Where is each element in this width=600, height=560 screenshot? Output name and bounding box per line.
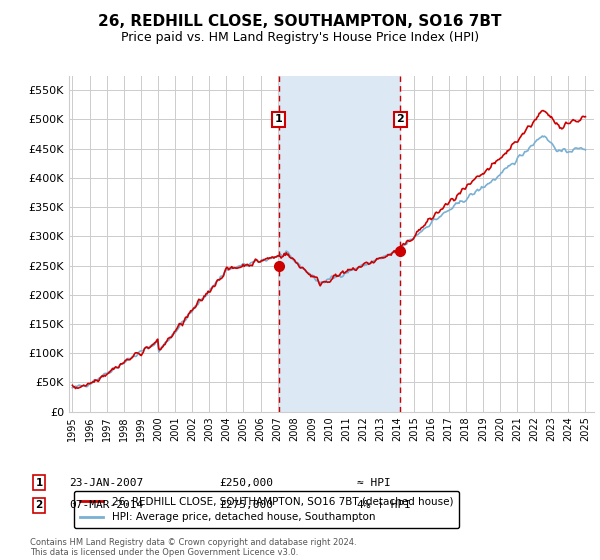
Text: 26, REDHILL CLOSE, SOUTHAMPTON, SO16 7BT: 26, REDHILL CLOSE, SOUTHAMPTON, SO16 7BT bbox=[98, 14, 502, 29]
Text: £250,000: £250,000 bbox=[219, 478, 273, 488]
Text: 1: 1 bbox=[275, 114, 283, 124]
Legend: 26, REDHILL CLOSE, SOUTHAMPTON, SO16 7BT (detached house), HPI: Average price, d: 26, REDHILL CLOSE, SOUTHAMPTON, SO16 7BT… bbox=[74, 491, 460, 529]
Text: Price paid vs. HM Land Registry's House Price Index (HPI): Price paid vs. HM Land Registry's House … bbox=[121, 31, 479, 44]
Text: 4% ↑ HPI: 4% ↑ HPI bbox=[357, 500, 411, 510]
Text: 2: 2 bbox=[35, 500, 43, 510]
Text: 1: 1 bbox=[35, 478, 43, 488]
Text: ≈ HPI: ≈ HPI bbox=[357, 478, 391, 488]
Text: 2: 2 bbox=[397, 114, 404, 124]
Text: 23-JAN-2007: 23-JAN-2007 bbox=[69, 478, 143, 488]
Bar bbox=[279, 76, 400, 412]
Text: Contains HM Land Registry data © Crown copyright and database right 2024.
This d: Contains HM Land Registry data © Crown c… bbox=[30, 538, 356, 557]
Text: 07-MAR-2014: 07-MAR-2014 bbox=[69, 500, 143, 510]
Text: £275,000: £275,000 bbox=[219, 500, 273, 510]
